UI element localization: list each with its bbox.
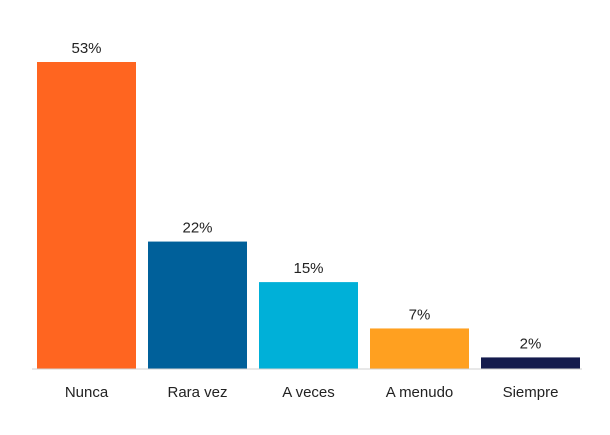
bar-a-menudo — [370, 328, 469, 369]
category-label-nunca: Nunca — [65, 384, 109, 401]
bar-nunca — [37, 62, 136, 369]
bars-group — [37, 62, 580, 369]
value-label-rara-vez: 22% — [182, 220, 212, 237]
value-label-a-veces: 15% — [293, 260, 323, 277]
value-label-a-menudo: 7% — [409, 306, 431, 323]
category-label-a-menudo: A menudo — [386, 384, 454, 401]
value-label-nunca: 53% — [71, 40, 101, 57]
value-labels-group: 53% 22% 15% 7% 2% — [71, 40, 541, 352]
category-label-rara-vez: Rara vez — [167, 384, 227, 401]
bar-a-veces — [259, 282, 358, 369]
category-label-siempre: Siempre — [503, 384, 559, 401]
category-label-a-veces: A veces — [282, 384, 335, 401]
category-labels-group: Nunca Rara vez A veces A menudo Siempre — [65, 384, 559, 401]
bar-rara-vez — [148, 241, 247, 369]
bar-siempre — [481, 357, 580, 369]
value-label-siempre: 2% — [520, 335, 542, 352]
